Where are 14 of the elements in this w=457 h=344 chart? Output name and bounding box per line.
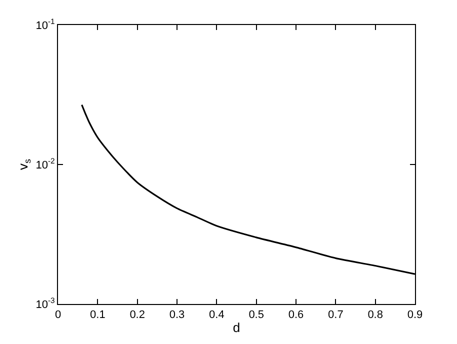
x-tick-label: 0 (54, 309, 62, 322)
y-tick-label: 10$^{-2}$ (36, 156, 55, 172)
y-tick-label: 10$^{-3}$ (36, 296, 55, 311)
x-tick-label: 0.7 (328, 309, 344, 322)
x-tick-label: 0.5 (248, 309, 264, 322)
x-axis-title: d (232, 320, 240, 335)
y-tick-label: 10$^{-1}$ (36, 17, 55, 32)
x-tick-label: 0.8 (368, 309, 383, 322)
x-tick-label: 0.3 (169, 309, 185, 322)
x-tick-label: 0.9 (407, 309, 423, 322)
x-tick-label: 0.6 (288, 309, 304, 322)
x-tick-label: 0.2 (130, 309, 145, 322)
x-tick-label: 0.1 (90, 309, 106, 322)
x-tick-label: 0.4 (209, 309, 224, 322)
